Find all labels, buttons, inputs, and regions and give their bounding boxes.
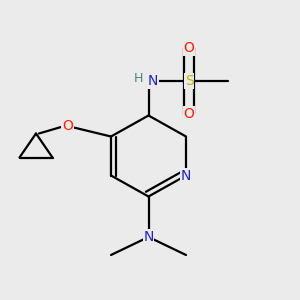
Text: O: O [184, 41, 194, 55]
Text: O: O [184, 107, 194, 121]
Text: N: N [143, 230, 154, 244]
Text: H: H [134, 71, 144, 85]
Text: O: O [62, 119, 73, 133]
Text: N: N [181, 169, 191, 182]
Text: S: S [184, 74, 194, 88]
Text: N: N [148, 74, 158, 88]
